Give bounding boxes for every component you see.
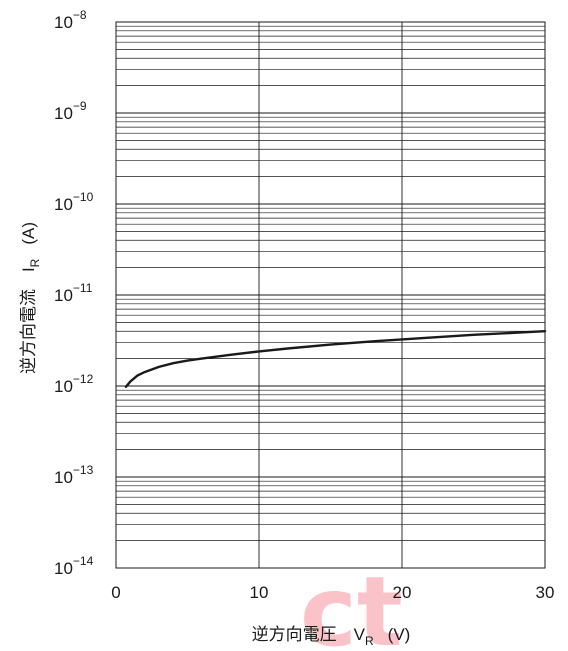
x-axis-title-unit: (V) (388, 625, 411, 644)
y-tick-base: 10 (54, 468, 73, 487)
watermark-text: ct (300, 556, 403, 651)
y-tick-label: 10−14 (54, 554, 94, 578)
y-axis-title-unit: (A) (19, 222, 38, 245)
x-tick-label: 20 (393, 583, 412, 602)
x-tick-label: 0 (111, 583, 120, 602)
x-axis-title-sub: R (365, 634, 374, 648)
y-tick-exponent: −9 (73, 99, 87, 113)
y-tick-exponent: −8 (73, 8, 87, 22)
y-axis-title-main: 逆方向電流 I (19, 267, 38, 374)
y-tick-exponent: −11 (73, 281, 93, 295)
y-tick-label: 10−10 (54, 190, 94, 214)
y-tick-base: 10 (54, 195, 73, 214)
x-tick-labels: 0 10 20 30 (111, 583, 554, 602)
y-tick-label: 10−11 (54, 281, 93, 305)
grid (116, 22, 545, 569)
y-tick-exponent: −13 (73, 463, 94, 477)
y-tick-base: 10 (54, 104, 73, 123)
y-axis-title: 逆方向電流 IR (A) (19, 222, 42, 374)
y-axis-title-sub: R (28, 258, 42, 267)
y-tick-base: 10 (54, 559, 73, 578)
x-tick-label: 10 (250, 583, 269, 602)
y-tick-base: 10 (54, 377, 73, 396)
y-tick-exponent: −12 (73, 372, 94, 386)
x-axis-title: 逆方向電圧 VR (V) (252, 625, 411, 648)
y-tick-label: 10−8 (54, 8, 87, 32)
y-tick-exponent: −14 (73, 554, 94, 568)
y-tick-base: 10 (54, 13, 73, 32)
y-tick-exponent: −10 (73, 190, 94, 204)
x-tick-label: 30 (536, 583, 555, 602)
y-tick-label: 10−13 (54, 463, 94, 487)
y-tick-base: 10 (54, 286, 73, 305)
y-tick-label: 10−12 (54, 372, 94, 396)
series-line (124, 330, 547, 388)
plot-area (115, 21, 546, 569)
x-axis-title-main: 逆方向電圧 V (252, 625, 366, 644)
watermark: ct (300, 556, 403, 651)
series-layer (124, 330, 547, 388)
y-tick-label: 10−9 (54, 99, 87, 123)
